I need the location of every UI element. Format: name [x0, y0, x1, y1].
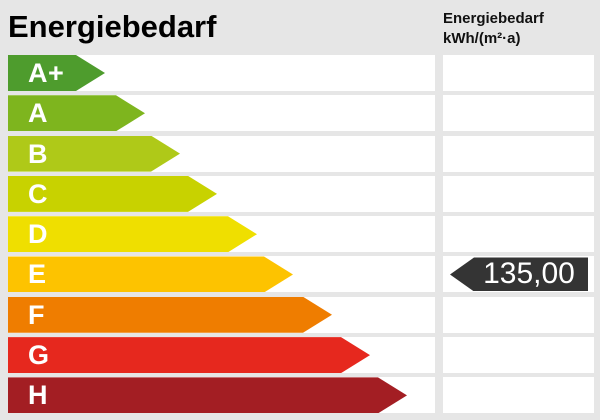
energy-row-d: D: [0, 216, 600, 253]
scale-track-d: D: [8, 216, 435, 253]
energy-class-label-c: C: [28, 178, 48, 209]
value-column-cell-c: [443, 175, 594, 212]
energy-row-c: C: [0, 175, 600, 212]
scale-track-a-plus: A+: [8, 55, 435, 91]
scale-track-e: E: [8, 256, 435, 293]
energy-scale: A+ A B C D E 135,00 F G H: [0, 55, 600, 414]
energy-class-arrow-h: H: [8, 377, 407, 413]
energy-row-h: H: [0, 377, 600, 414]
energy-class-arrow-a: A: [8, 95, 145, 131]
scale-track-f: F: [8, 296, 435, 333]
energy-class-label-g: G: [28, 340, 50, 371]
unit-header: Energiebedarf kWh/(m²·a): [443, 9, 544, 49]
value-column-cell-a: [443, 95, 594, 132]
energy-class-arrow-c: C: [8, 176, 217, 212]
energy-class-arrow-e: E: [8, 256, 293, 292]
energy-row-g: G: [0, 337, 600, 374]
energy-row-f: F: [0, 296, 600, 333]
scale-track-g: G: [8, 337, 435, 374]
energy-class-label-h: H: [28, 380, 48, 411]
energy-class-arrow-g: G: [8, 337, 370, 373]
value-column-cell-h: [443, 377, 594, 414]
value-column-cell-e: 135,00: [443, 256, 594, 293]
energy-class-arrow-f: F: [8, 297, 332, 333]
energy-class-arrow-d: D: [8, 216, 257, 252]
scale-track-c: C: [8, 175, 435, 212]
energy-row-b: B: [0, 135, 600, 172]
page-title: Energiebedarf: [8, 9, 217, 44]
unit-header-unit: kWh/(m²·a): [443, 30, 521, 47]
energy-value-badge: 135,00: [450, 257, 588, 292]
value-column-cell-b: [443, 135, 594, 172]
energy-row-a: A: [0, 95, 600, 132]
unit-header-title: Energiebedarf: [443, 10, 544, 27]
energy-row-e: E 135,00: [0, 256, 600, 293]
scale-track-a: A: [8, 95, 435, 132]
header: Energiebedarf Energiebedarf kWh/(m²·a): [0, 0, 600, 54]
energy-row-a-plus: A+: [0, 55, 600, 91]
energy-class-label-a: A: [28, 98, 48, 129]
value-column-cell-g: [443, 337, 594, 374]
value-column-cell-a-plus: [443, 55, 594, 91]
value-column-cell-d: [443, 216, 594, 253]
scale-track-h: H: [8, 377, 435, 414]
energy-class-arrow-a-plus: A+: [8, 55, 105, 91]
energy-class-label-e: E: [28, 259, 47, 290]
energy-class-label-b: B: [28, 138, 48, 169]
value-column-cell-f: [443, 296, 594, 333]
energy-class-label-f: F: [28, 299, 45, 330]
energy-class-label-a-plus: A+: [28, 58, 65, 88]
energy-class-label-d: D: [28, 219, 48, 250]
scale-track-b: B: [8, 135, 435, 172]
energy-class-arrow-b: B: [8, 136, 180, 172]
